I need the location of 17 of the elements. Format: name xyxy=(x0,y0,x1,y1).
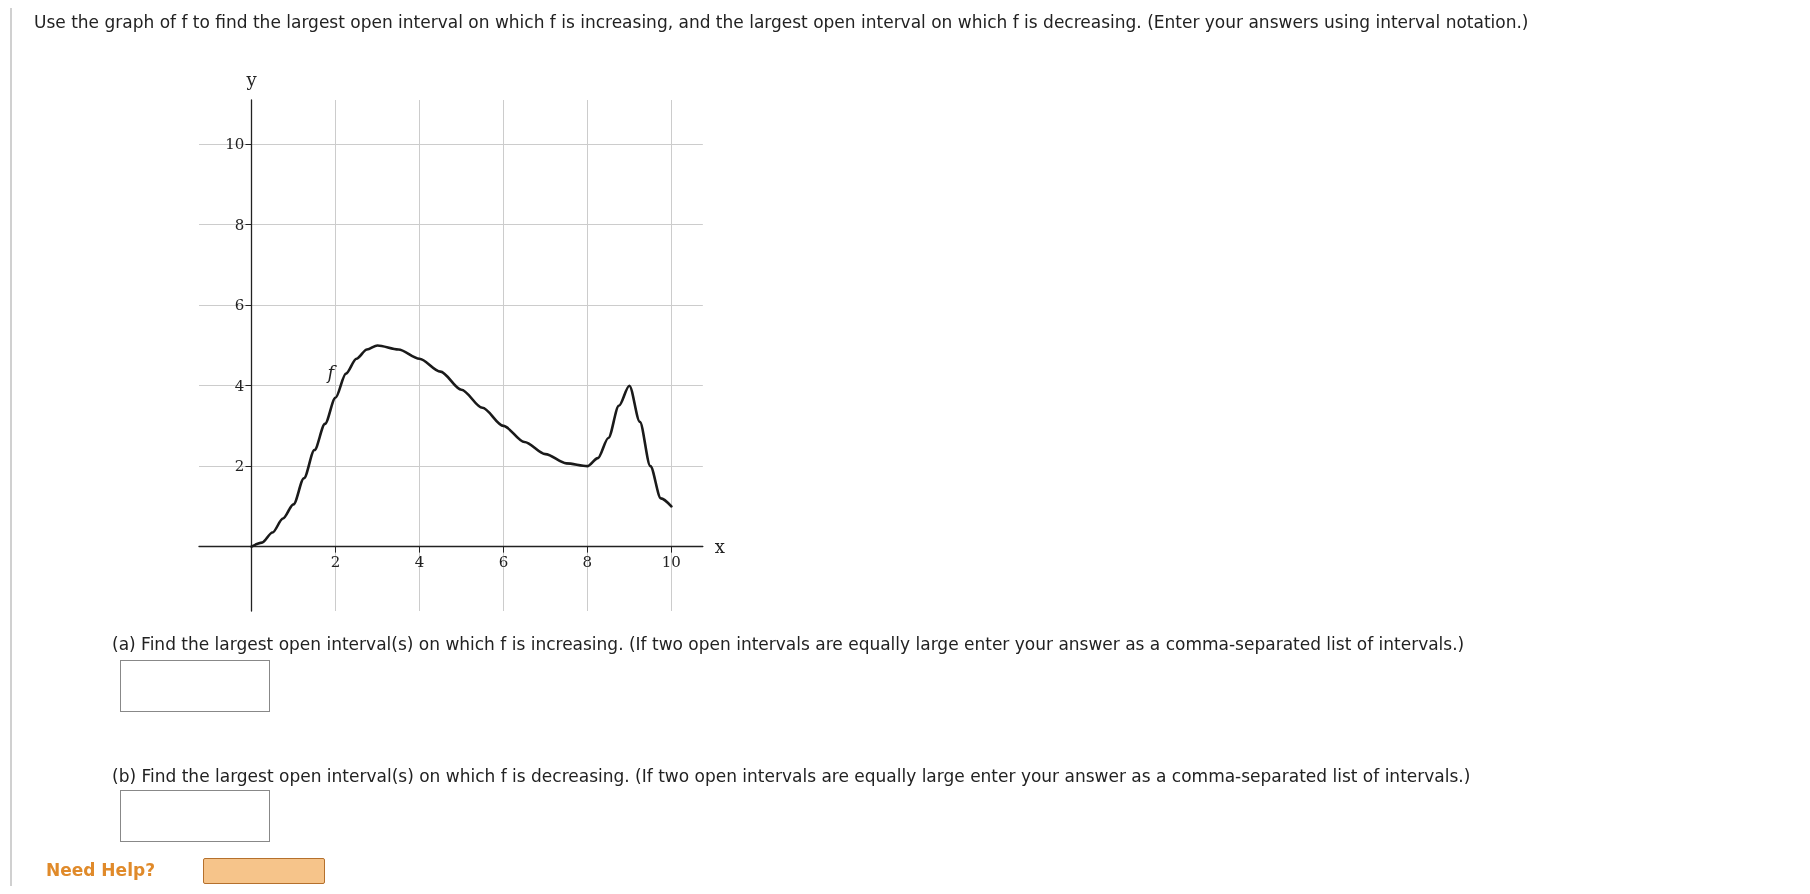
y-tick-label: 4 xyxy=(234,376,245,395)
x-tick-label: 6 xyxy=(498,553,509,572)
y-tick-label: 10 xyxy=(225,135,245,154)
y-axis-title: y xyxy=(245,68,258,90)
series-label: f xyxy=(325,362,338,384)
x-tick-label: 2 xyxy=(330,553,341,572)
text: (a) Find the largest open interval(s) on which f is increasing. (If two open intervals are equally large enter your answer as a comma-separated list of intervals.) xyxy=(112,634,1465,654)
y-tick-label: 8 xyxy=(234,215,245,234)
x-tick-label: 8 xyxy=(582,553,593,572)
text: (b) Find the largest open interval(s) on which f is decreasing. (If two open intervals are equally large enter your answer as a comma-separated list of intervals.) xyxy=(112,766,1471,786)
text: Need Help? xyxy=(46,860,155,880)
x-axis-title: x xyxy=(714,536,725,558)
x-tick-label: 10 xyxy=(661,553,681,572)
y-tick-label: 6 xyxy=(234,296,245,315)
x-tick-label: 4 xyxy=(414,553,425,572)
y-tick-label: 2 xyxy=(234,457,245,476)
text: Use the graph of f to find the largest open interval on which f is increasing, and the largest open interval on which f is decreasing. (Enter your answers using interval notation.) xyxy=(34,12,1529,32)
